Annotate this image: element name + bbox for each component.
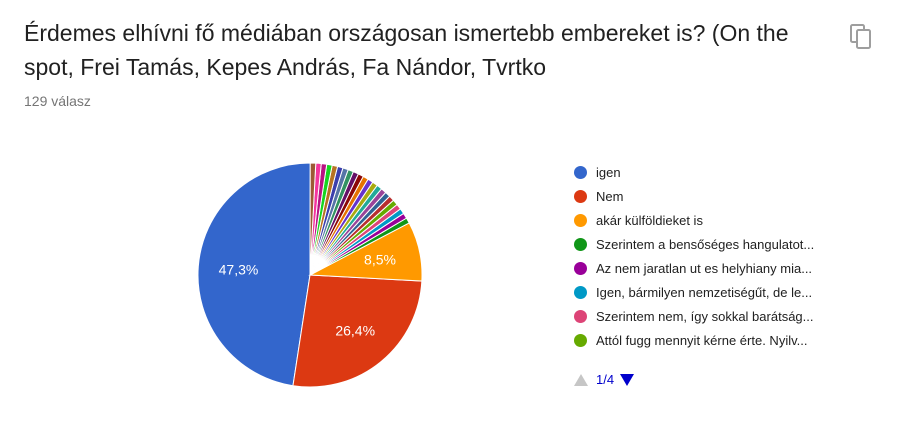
legend-swatch [574,261,587,275]
legend-swatch [574,333,587,347]
legend-label: akár külföldieket is [596,212,703,228]
legend-label: Nem [596,188,624,204]
legend-swatch [574,237,587,251]
legend-item[interactable]: igen [574,160,814,184]
legend-swatch [574,285,587,299]
response-count: 129 válasz [24,93,91,109]
legend-label: Az nem jaratlan ut es helyhiany mia... [596,260,813,276]
legend-item[interactable]: Igen, bármilyen nemzetiségűt, de le... [574,280,814,304]
copy-icon [850,24,871,49]
legend-item[interactable]: Szerintem a bensőséges hangulatot... [574,232,814,256]
legend-swatch [574,213,587,227]
next-page-button[interactable] [620,373,635,386]
legend-item[interactable]: Szerintem nem, így sokkal barátság... [574,304,814,328]
legend-item[interactable]: Az nem jaratlan ut es helyhiany mia... [574,256,814,280]
question-title: Érdemes elhívni fő médiában országosan i… [24,20,789,80]
pie-slice[interactable] [292,274,423,388]
legend-item[interactable]: akár külföldieket is [574,208,814,232]
legend-label: Attól fugg mennyit kérne érte. Nyilv... [596,332,808,348]
legend-item[interactable]: Attól fugg mennyit kérne érte. Nyilv... [574,328,814,352]
pie-slice[interactable] [309,162,317,276]
slice-data-label: 47,3% [219,261,259,277]
legend-swatch [574,189,587,203]
legend-swatch [574,309,587,323]
legend-label: igen [596,164,621,180]
slice-data-label: 26,4% [335,323,375,339]
legend-label: Szerintem a bensőséges hangulatot... [596,236,815,252]
pie-slice[interactable] [197,162,311,387]
copy-chart-button[interactable] [849,24,873,50]
prev-page-button[interactable] [574,373,588,386]
legend-item[interactable]: Nem [574,184,814,208]
page-indicator: 1/4 [596,372,615,387]
legend-label: Igen, bármilyen nemzetiségűt, de le... [596,284,813,300]
legend-label: Szerintem nem, így sokkal barátság... [596,308,814,324]
legend-swatch [574,165,587,179]
legend: igen Nem akár külföldieket is Szerintem a b… [574,160,814,352]
legend-pager: 1/4 [574,372,635,387]
slice-data-label: 8,5% [364,252,396,268]
pie-chart: 47,3% 26,4% 8,5% [197,162,423,388]
